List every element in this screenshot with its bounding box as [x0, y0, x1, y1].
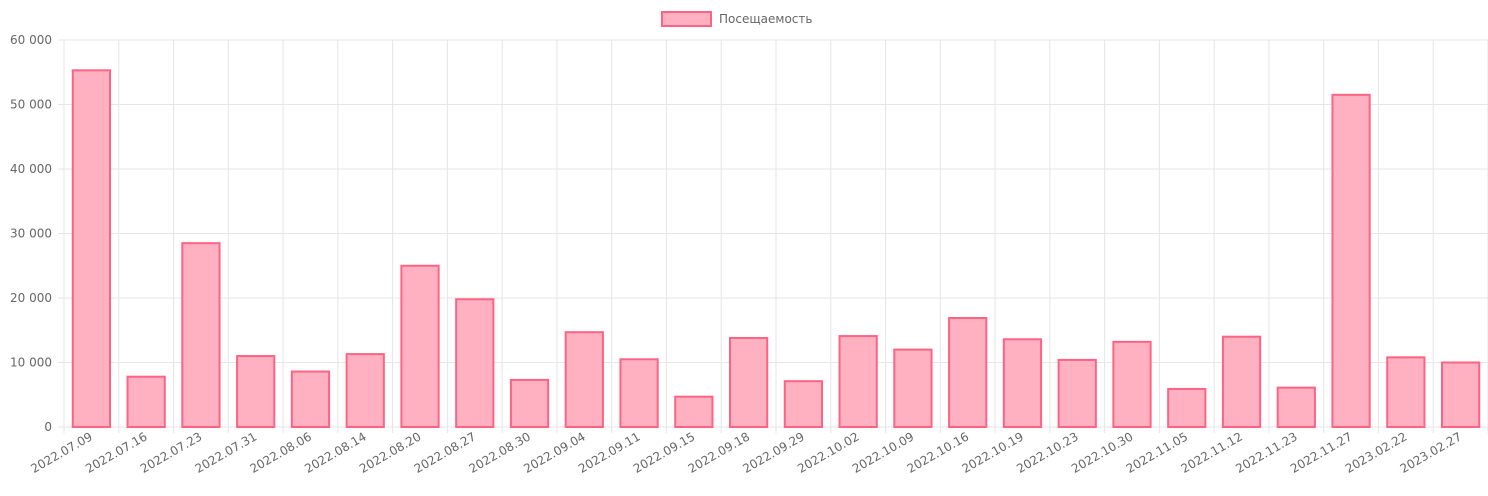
- x-tick-label: 2022.08.27: [412, 429, 479, 475]
- bar[interactable]: [1057, 358, 1097, 429]
- x-tick-label: 2022.08.14: [302, 429, 369, 475]
- x-tick-label: 2022.09.29: [740, 429, 807, 475]
- x-tick-label: 2022.09.18: [686, 429, 753, 475]
- x-tick-label: 2022.08.20: [357, 429, 424, 475]
- x-tick-label: 2022.08.06: [247, 429, 314, 475]
- x-tick-label: 2023.02.27: [1398, 429, 1465, 475]
- bar[interactable]: [71, 69, 112, 428]
- bar[interactable]: [1221, 335, 1262, 429]
- chart-legend[interactable]: Посещаемость: [661, 11, 812, 27]
- chart-bars: [71, 69, 1481, 429]
- bar[interactable]: [783, 380, 824, 428]
- bar[interactable]: [455, 298, 495, 429]
- bar[interactable]: [181, 242, 221, 428]
- y-tick-label: 30 000: [10, 227, 52, 241]
- y-tick-label: 10 000: [10, 356, 52, 370]
- x-tick-label: 2022.10.09: [850, 429, 917, 475]
- bar[interactable]: [838, 335, 878, 428]
- y-tick-label: 60 000: [10, 33, 52, 47]
- x-tick-label: 2022.07.16: [83, 429, 150, 475]
- x-axis-ticks: 2022.07.092022.07.162022.07.232022.07.31…: [28, 429, 1464, 475]
- bar[interactable]: [564, 331, 604, 428]
- x-tick-label: 2023.02.22: [1343, 429, 1410, 475]
- legend-swatch[interactable]: [661, 11, 712, 27]
- x-tick-label: 2022.10.23: [1014, 429, 1081, 475]
- bar[interactable]: [236, 355, 276, 428]
- x-tick-label: 2022.10.16: [905, 429, 972, 475]
- bar[interactable]: [400, 264, 440, 428]
- y-axis-ticks: 0 10 000 20 000 30 000 40 000 50 000 60 000: [10, 33, 52, 434]
- y-tick-label: 50 000: [10, 98, 52, 112]
- bar[interactable]: [1276, 386, 1316, 428]
- y-tick-label: 0: [44, 420, 52, 434]
- bar[interactable]: [1167, 387, 1207, 429]
- x-tick-label: 2022.09.15: [631, 429, 698, 475]
- bar[interactable]: [728, 336, 769, 428]
- x-tick-label: 2022.11.27: [1288, 429, 1355, 475]
- bar[interactable]: [1331, 93, 1371, 428]
- legend-label[interactable]: Посещаемость: [719, 12, 812, 26]
- x-tick-label: 2022.11.05: [1124, 429, 1191, 475]
- bar[interactable]: [619, 358, 659, 428]
- chart-grid: [58, 39, 1488, 433]
- bar[interactable]: [345, 353, 385, 428]
- bar[interactable]: [1112, 340, 1152, 428]
- x-tick-label: 2022.09.04: [521, 429, 588, 475]
- y-tick-label: 40 000: [10, 162, 52, 176]
- x-tick-label: 2022.10.30: [1069, 429, 1136, 475]
- y-tick-label: 20 000: [10, 291, 52, 305]
- bar[interactable]: [509, 378, 550, 429]
- x-tick-label: 2022.08.30: [467, 429, 534, 475]
- x-tick-label: 2022.10.02: [795, 429, 862, 475]
- bar[interactable]: [674, 395, 714, 428]
- x-tick-label: 2022.10.19: [959, 429, 1026, 475]
- bar[interactable]: [948, 316, 988, 428]
- x-tick-label: 2022.07.09: [28, 429, 95, 475]
- x-tick-label: 2022.09.11: [576, 429, 643, 475]
- x-tick-label: 2022.11.23: [1233, 429, 1300, 475]
- x-tick-label: 2022.11.12: [1179, 429, 1246, 475]
- bar[interactable]: [126, 375, 166, 429]
- bar[interactable]: [1386, 356, 1426, 428]
- bar[interactable]: [893, 348, 933, 429]
- x-tick-label: 2022.07.23: [138, 429, 205, 475]
- bar[interactable]: [290, 370, 331, 428]
- bar[interactable]: [1002, 338, 1043, 428]
- bar[interactable]: [1440, 361, 1481, 428]
- x-tick-label: 2022.07.31: [193, 429, 260, 475]
